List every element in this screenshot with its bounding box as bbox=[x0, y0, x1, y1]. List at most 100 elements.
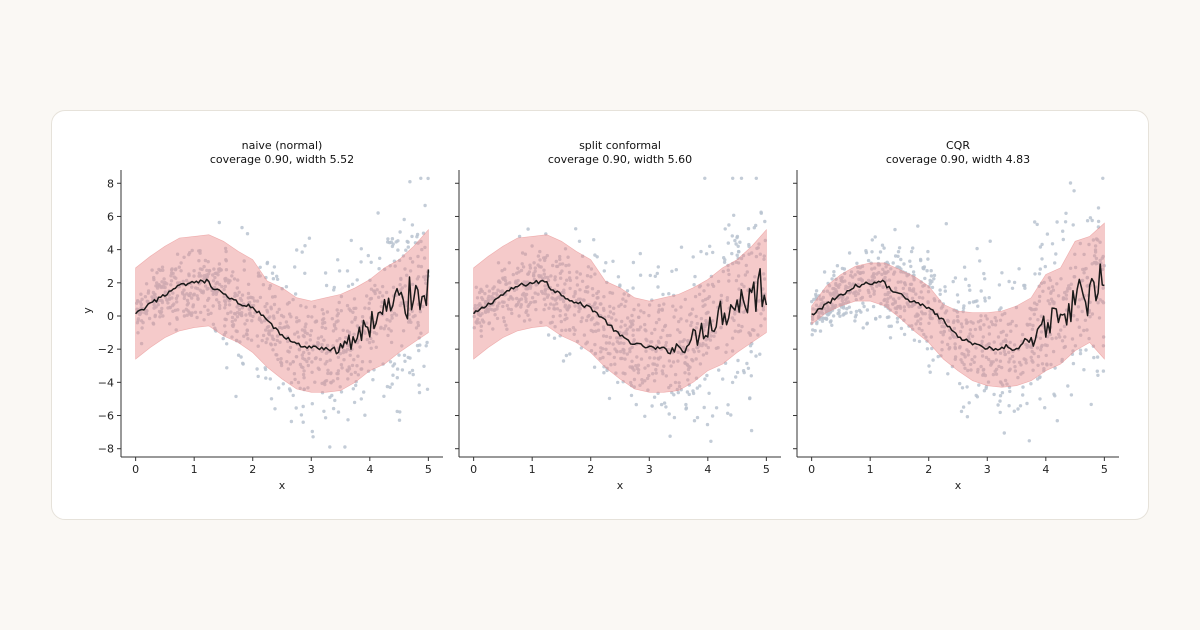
data-point bbox=[737, 323, 741, 327]
data-point bbox=[301, 420, 305, 424]
data-point bbox=[853, 319, 857, 323]
data-point bbox=[592, 238, 596, 242]
data-point bbox=[590, 287, 595, 291]
data-point bbox=[304, 322, 308, 326]
data-point bbox=[269, 397, 274, 401]
data-point bbox=[191, 303, 196, 307]
data-point bbox=[223, 317, 227, 321]
data-point bbox=[332, 288, 336, 292]
data-point bbox=[944, 222, 948, 226]
data-point bbox=[604, 341, 609, 345]
data-point bbox=[643, 379, 647, 383]
data-point bbox=[761, 308, 766, 312]
data-point bbox=[911, 270, 916, 274]
data-point bbox=[329, 381, 333, 385]
data-point bbox=[380, 300, 384, 304]
data-point bbox=[746, 366, 751, 370]
data-point bbox=[739, 176, 744, 180]
data-point bbox=[354, 306, 358, 310]
data-point bbox=[662, 302, 666, 306]
data-point bbox=[351, 387, 355, 391]
data-point bbox=[416, 320, 420, 325]
data-point bbox=[251, 314, 255, 319]
data-point bbox=[313, 380, 317, 384]
data-point bbox=[899, 326, 904, 331]
data-point bbox=[887, 324, 891, 328]
data-point bbox=[418, 309, 423, 314]
data-point bbox=[300, 250, 304, 254]
data-point bbox=[543, 303, 548, 307]
data-point bbox=[963, 277, 968, 281]
data-point bbox=[310, 370, 314, 374]
data-point bbox=[558, 314, 562, 318]
data-point bbox=[634, 364, 638, 368]
data-point bbox=[224, 330, 228, 335]
data-point bbox=[864, 250, 869, 255]
data-point bbox=[312, 304, 317, 309]
data-point bbox=[171, 291, 175, 295]
data-point bbox=[1052, 392, 1056, 396]
data-point bbox=[192, 292, 196, 296]
y-tick-label: 6 bbox=[107, 210, 114, 223]
data-point bbox=[632, 307, 636, 312]
data-point bbox=[943, 285, 947, 289]
data-point bbox=[302, 376, 306, 380]
data-point bbox=[161, 268, 165, 272]
data-point bbox=[733, 329, 737, 333]
data-point bbox=[700, 343, 704, 348]
data-point bbox=[1084, 348, 1088, 352]
data-point bbox=[305, 347, 310, 352]
data-point bbox=[735, 234, 740, 239]
data-point bbox=[330, 393, 334, 398]
data-point bbox=[709, 439, 713, 443]
data-point bbox=[263, 319, 267, 323]
data-point bbox=[349, 372, 353, 376]
data-point bbox=[1089, 402, 1093, 407]
data-point bbox=[271, 314, 276, 318]
data-point bbox=[967, 301, 972, 305]
data-point bbox=[255, 299, 260, 303]
data-point bbox=[388, 385, 392, 389]
data-point bbox=[1038, 397, 1042, 401]
data-point bbox=[198, 267, 203, 271]
data-point bbox=[612, 312, 616, 316]
data-point bbox=[168, 305, 172, 309]
data-point bbox=[526, 313, 530, 317]
data-point bbox=[295, 248, 299, 252]
data-point bbox=[265, 260, 270, 265]
data-point bbox=[682, 338, 686, 342]
data-point bbox=[416, 264, 421, 268]
data-point bbox=[736, 244, 740, 248]
data-point bbox=[261, 333, 266, 338]
data-point bbox=[369, 336, 373, 341]
data-point bbox=[165, 298, 169, 302]
data-point bbox=[693, 274, 697, 279]
data-point bbox=[902, 262, 906, 266]
chart-panel-1: naive (normal)coverage 0.90, width 5.52 0… bbox=[81, 139, 443, 492]
data-point bbox=[938, 288, 942, 292]
data-point bbox=[678, 340, 682, 344]
data-point bbox=[404, 300, 409, 305]
data-point bbox=[396, 248, 400, 252]
data-point bbox=[299, 304, 303, 308]
data-point bbox=[355, 278, 359, 282]
data-point bbox=[672, 415, 677, 420]
data-point bbox=[239, 298, 244, 303]
data-point bbox=[607, 341, 612, 345]
x-tick-label: 1 bbox=[529, 463, 536, 476]
data-point bbox=[405, 273, 409, 277]
data-point bbox=[382, 327, 386, 331]
data-point bbox=[917, 339, 922, 344]
data-point bbox=[316, 340, 320, 345]
data-point bbox=[891, 261, 895, 265]
data-point bbox=[392, 362, 397, 366]
data-point bbox=[209, 311, 213, 315]
data-point bbox=[865, 322, 869, 326]
data-point bbox=[529, 300, 533, 305]
data-point bbox=[930, 285, 935, 290]
data-point bbox=[607, 314, 611, 318]
data-point bbox=[717, 368, 721, 372]
data-point bbox=[346, 284, 351, 288]
data-point bbox=[523, 252, 528, 256]
data-point bbox=[573, 328, 577, 332]
